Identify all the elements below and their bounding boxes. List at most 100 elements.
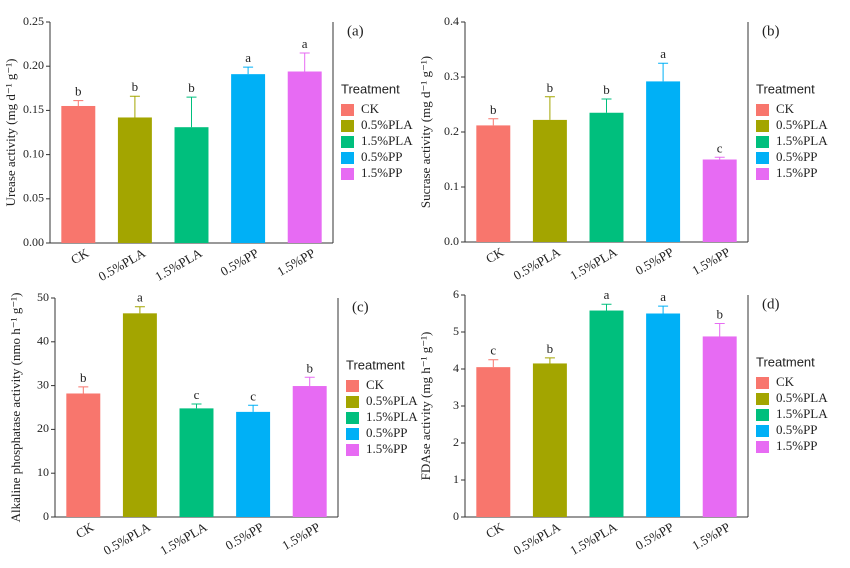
error-bar	[304, 376, 315, 387]
y-tick-label: 3	[453, 398, 459, 412]
legend-swatch	[756, 120, 769, 132]
legend-label: 0.5%PP	[776, 149, 818, 164]
legend-swatch	[341, 152, 354, 164]
significance-letter: a	[245, 50, 251, 65]
y-tick-label: 0	[43, 509, 49, 523]
legend-label: CK	[366, 377, 385, 392]
legend-label: 0.5%PP	[361, 149, 403, 164]
y-tick-label: 0.4	[444, 14, 459, 28]
y-tick-label: 2	[453, 435, 459, 449]
bar	[532, 363, 567, 517]
legend-swatch	[341, 104, 354, 116]
legend-label: 1.5%PLA	[361, 133, 413, 148]
y-tick-label: 0.00	[23, 235, 44, 249]
significance-letter: a	[660, 289, 666, 304]
significance-letter: b	[547, 341, 554, 356]
significance-letter: b	[603, 82, 610, 97]
panel-label: (d)	[762, 296, 780, 312]
legend-swatch	[756, 393, 769, 405]
y-tick-label: 0.2	[444, 124, 459, 138]
bar	[236, 411, 271, 517]
panel-label: (c)	[352, 299, 369, 315]
error-bar	[134, 306, 145, 314]
significance-letter: b	[188, 80, 195, 95]
x-tick-label: 1.5%PLA	[157, 519, 210, 558]
x-tick-label: 1.5%PLA	[567, 244, 620, 283]
error-bar	[186, 96, 197, 128]
x-tick-label: CK	[68, 245, 92, 267]
legend-swatch	[756, 104, 769, 116]
error-bar	[658, 62, 669, 82]
legend-title: Treatment	[756, 354, 815, 369]
legend-swatch	[756, 441, 769, 453]
x-tick-label: 0.5%PP	[633, 519, 676, 553]
y-tick-label: 0.15	[23, 102, 44, 116]
error-bar	[601, 303, 612, 311]
legend-label: 1.5%PLA	[776, 133, 828, 148]
legend-swatch	[756, 168, 769, 180]
x-tick-label: 1.5%PP	[279, 519, 322, 553]
bar	[589, 310, 624, 517]
legend-swatch	[341, 136, 354, 148]
y-tick-label: 50	[37, 290, 49, 304]
bar	[174, 127, 209, 243]
bar	[702, 159, 737, 242]
legend-swatch	[341, 168, 354, 180]
legend-swatch	[756, 377, 769, 389]
legend-label: 1.5%PLA	[776, 406, 828, 421]
x-tick-label: 0.5%PP	[223, 519, 266, 553]
x-tick-label: 1.5%PP	[689, 519, 732, 553]
legend-label: 1.5%PLA	[366, 409, 418, 424]
x-tick-label: CK	[73, 519, 97, 541]
legend-label: 1.5%PP	[776, 438, 818, 453]
bar	[61, 105, 96, 243]
legend-label: 0.5%PLA	[361, 117, 413, 132]
legend-swatch	[346, 396, 359, 408]
significance-letter: b	[75, 84, 82, 99]
panel-label: (b)	[762, 23, 780, 39]
y-tick-label: 20	[37, 421, 49, 435]
bar	[117, 117, 152, 243]
bar	[122, 313, 157, 517]
legend-title: Treatment	[341, 81, 400, 96]
y-tick-label: 0.3	[444, 69, 459, 83]
error-bar	[544, 96, 555, 120]
error-bar	[243, 66, 254, 75]
legend-label: CK	[776, 101, 795, 116]
y-tick-label: 0.10	[23, 146, 44, 160]
legend-swatch	[346, 444, 359, 456]
legend-label: 0.5%PLA	[776, 390, 828, 405]
significance-letter: a	[137, 290, 143, 305]
y-tick-label: 5	[453, 324, 459, 338]
error-bar	[191, 403, 202, 409]
significance-letter: a	[660, 46, 666, 61]
bar	[532, 119, 567, 242]
x-tick-label: 0.5%PLA	[101, 519, 154, 558]
bar	[287, 71, 322, 243]
legend-label: 1.5%PP	[361, 165, 403, 180]
significance-letter: b	[80, 370, 87, 385]
legend-swatch	[756, 425, 769, 437]
bar	[646, 313, 681, 517]
error-bar	[299, 52, 310, 72]
legend-swatch	[341, 120, 354, 132]
panel-label: (a)	[347, 23, 364, 39]
y-tick-label: 0	[453, 509, 459, 523]
significance-letter: b	[132, 79, 139, 94]
bar	[66, 393, 101, 517]
x-tick-label: 0.5%PP	[218, 245, 261, 279]
significance-letter: c	[194, 387, 200, 402]
legend-swatch	[756, 409, 769, 421]
y-tick-label: 0.1	[444, 179, 459, 193]
significance-letter: b	[716, 306, 723, 321]
y-axis-label: Urease activity (mg d⁻¹ g⁻¹)	[3, 59, 18, 207]
y-tick-label: 1	[453, 472, 459, 486]
bar	[476, 125, 511, 242]
y-tick-label: 10	[37, 465, 49, 479]
error-bar	[78, 386, 89, 394]
error-bar	[601, 98, 612, 113]
error-bar	[658, 305, 669, 314]
error-bar	[488, 118, 499, 126]
legend-label: 0.5%PP	[776, 422, 818, 437]
